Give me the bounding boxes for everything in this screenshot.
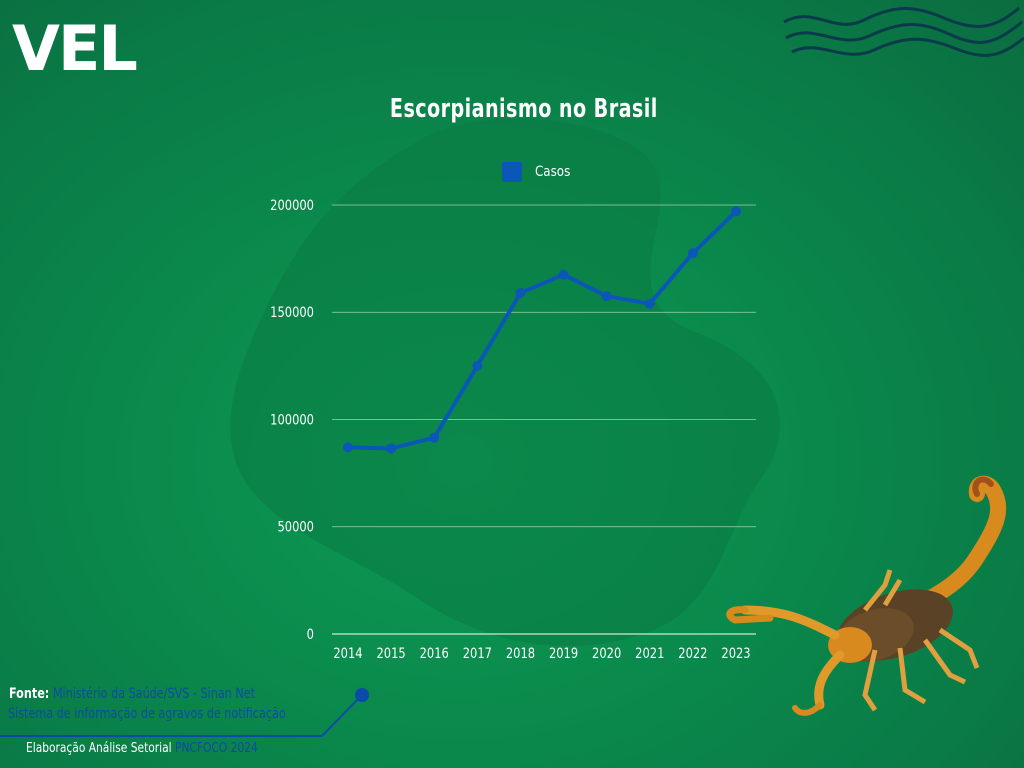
x-tick-label: 2016 bbox=[420, 646, 449, 662]
series-line bbox=[346, 209, 738, 451]
source-note: Fonte: Ministério da Saúde/SVS - Sinan N… bbox=[8, 684, 286, 724]
y-tick-label: 50000 bbox=[277, 520, 314, 536]
scorpion-illustration bbox=[726, 475, 1007, 716]
y-tick-label: 150000 bbox=[270, 305, 314, 321]
x-tick-label: 2015 bbox=[377, 646, 406, 662]
chart-legend: Casos bbox=[502, 162, 577, 182]
x-tick-label: 2023 bbox=[721, 646, 750, 662]
x-tick-label: 2017 bbox=[463, 646, 492, 662]
source-text-2: Sistema de informação de agravos de noti… bbox=[8, 706, 286, 722]
x-tick-label: 2021 bbox=[635, 646, 664, 662]
data-point bbox=[601, 291, 612, 302]
x-tick-label: 2014 bbox=[333, 646, 362, 662]
data-point bbox=[429, 432, 440, 443]
y-tick-label: 100000 bbox=[270, 412, 314, 428]
data-point bbox=[343, 442, 353, 453]
vel-logo: VEL bbox=[12, 12, 138, 85]
source-label: Fonte: bbox=[8, 686, 50, 702]
y-tick-label: 200000 bbox=[270, 198, 314, 214]
source-text-1: Ministério da Saúde/SVS - Sinan Net bbox=[52, 686, 256, 702]
data-point bbox=[644, 298, 655, 309]
data-point bbox=[515, 287, 526, 298]
credit-brand: PNCFOCO 2024 bbox=[175, 741, 258, 756]
data-point bbox=[472, 360, 483, 371]
y-tick-label: 0 bbox=[307, 627, 314, 643]
credit-prefix: Elaboração Análise Setorial bbox=[26, 741, 172, 756]
data-point bbox=[731, 206, 741, 217]
legend-label: Casos bbox=[535, 164, 571, 180]
x-tick-label: 2022 bbox=[678, 646, 707, 662]
x-tick-label: 2020 bbox=[592, 646, 621, 662]
legend-swatch bbox=[502, 162, 522, 182]
data-point bbox=[558, 269, 569, 280]
data-point bbox=[386, 443, 397, 454]
x-tick-label: 2018 bbox=[506, 646, 535, 662]
chart-title: Escorpianismo no Brasil bbox=[389, 94, 658, 124]
x-tick-label: 2019 bbox=[549, 646, 578, 662]
wave-decoration bbox=[783, 6, 1024, 57]
credit-note: Elaboração Análise Setorial PNCFOCO 2024 bbox=[26, 741, 258, 756]
data-point bbox=[687, 248, 698, 259]
